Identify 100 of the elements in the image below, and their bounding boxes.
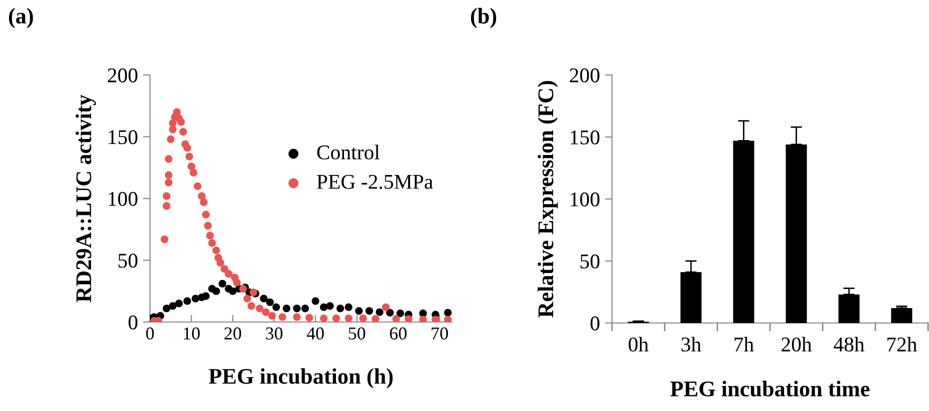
point: [179, 128, 187, 136]
point: [162, 304, 170, 312]
point: [248, 302, 256, 310]
y-tick-label: 100: [570, 192, 600, 206]
x-tick-label: 20: [224, 327, 242, 340]
point: [202, 210, 210, 218]
point: [256, 304, 264, 312]
y-tick-label: 200: [570, 68, 600, 82]
y-tick-label: 150: [108, 130, 138, 144]
point: [372, 315, 380, 322]
point: [164, 171, 172, 179]
point: [419, 316, 427, 322]
chart-title: (b): [470, 8, 496, 28]
point: [190, 168, 198, 176]
x-tick-label: 60: [390, 327, 407, 340]
point: [183, 297, 192, 305]
point: [216, 258, 224, 267]
point: [293, 313, 301, 321]
x-tick-label: 48h: [834, 336, 864, 352]
x-tick-label: 7h: [734, 336, 754, 352]
x-tick-label: 70: [432, 327, 448, 340]
point: [208, 239, 216, 247]
y-tick-label: 150: [570, 130, 600, 144]
y-axis-title: RD29A::LUC activity: [76, 94, 96, 302]
point: [164, 155, 172, 163]
point: [177, 118, 185, 126]
point: [359, 314, 367, 322]
point: [282, 304, 290, 312]
point: [260, 294, 268, 302]
y-tick-label: 50: [580, 254, 600, 268]
point: [272, 303, 280, 311]
point: [220, 265, 228, 273]
point: [168, 302, 177, 310]
point: [164, 178, 172, 186]
point: [194, 182, 202, 190]
point: [444, 308, 452, 317]
point: [336, 304, 344, 312]
point: [175, 300, 183, 308]
point: [344, 314, 352, 322]
x-tick-label: 20h: [782, 336, 812, 352]
point: [268, 312, 276, 320]
y-axis-title: Relative Expression (FC): [538, 81, 558, 318]
point: [266, 298, 274, 306]
point: [365, 307, 374, 315]
point: [344, 303, 352, 311]
x-axis-title: PEG incubation (h): [208, 368, 393, 388]
point: [166, 135, 174, 144]
point: [312, 297, 320, 305]
point: [376, 308, 384, 316]
point: [228, 287, 237, 295]
x-tick-label: 72h: [887, 336, 918, 352]
point: [192, 294, 200, 302]
point: [419, 310, 427, 318]
y-tick-label: 100: [108, 192, 138, 206]
chart-title: (a): [8, 8, 33, 28]
point: [204, 222, 212, 230]
y-tick-label: 200: [108, 68, 138, 82]
point: [326, 302, 334, 310]
point: [160, 235, 168, 244]
y-tick-label: 50: [118, 254, 138, 268]
y-tick-label: 0: [128, 315, 138, 330]
point: [168, 119, 177, 127]
point: [224, 270, 232, 278]
point: [162, 202, 170, 210]
x-tick-label: 0h: [628, 336, 648, 352]
point: [206, 232, 214, 240]
point: [332, 314, 340, 322]
point: [162, 192, 170, 200]
x-tick-label: 0: [146, 327, 154, 340]
legend-label: Control: [317, 144, 380, 160]
point: [386, 308, 394, 317]
point: [355, 307, 363, 315]
point: [396, 310, 404, 318]
legend-label: PEG -2.5MPa: [316, 174, 433, 189]
point: [202, 292, 210, 300]
point: [233, 278, 241, 286]
x-tick-label: 10: [184, 327, 200, 340]
point: [382, 303, 390, 311]
point: [320, 314, 328, 322]
point: [320, 303, 328, 311]
point: [198, 192, 206, 200]
point: [218, 280, 226, 288]
point: [200, 198, 208, 206]
point: [262, 308, 270, 316]
point: [404, 315, 412, 322]
point: [243, 294, 252, 302]
x-tick-label: 50: [348, 327, 366, 340]
point: [305, 314, 314, 322]
y-tick-label: 0: [590, 316, 600, 330]
point: [301, 304, 309, 312]
point: [188, 162, 196, 170]
point: [278, 313, 286, 321]
point: [212, 287, 220, 295]
point: [444, 316, 452, 322]
point: [186, 152, 194, 160]
x-tick-label: 30: [266, 327, 282, 340]
x-axis-title: PEG incubation time: [670, 380, 870, 396]
point: [173, 108, 181, 116]
point: [392, 315, 400, 322]
x-tick-label: 40: [306, 327, 324, 340]
